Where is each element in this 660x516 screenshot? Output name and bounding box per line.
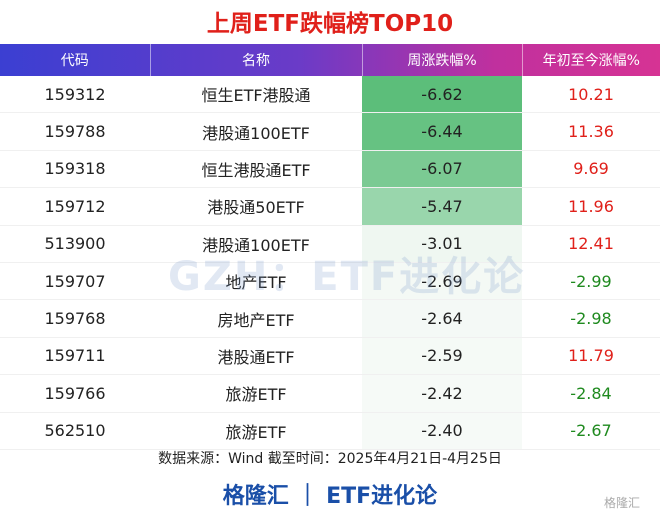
name-cell: 房地产ETF (150, 299, 362, 338)
code-cell: 159712 (0, 187, 150, 226)
ytd-cell: 11.96 (522, 187, 660, 226)
code-cell: 159788 (0, 112, 150, 151)
row: 159318 恒生港股通ETF -6.07 9.69 (0, 150, 660, 189)
ytd-cell: 10.21 (522, 76, 660, 114)
row: 562510 旅游ETF -2.40 -2.67 (0, 412, 660, 450)
header-cell: 代码 (60, 53, 89, 69)
row: 159312 恒生ETF港股通 -6.62 10.21 (0, 76, 660, 114)
row: 159788 港股通100ETF -6.44 11.36 (0, 112, 660, 151)
code-cell: 159766 (0, 374, 150, 413)
code-cell: 159768 (0, 299, 150, 338)
weekly-cell: -6.44 (362, 112, 522, 151)
weekly-cell: -2.69 (362, 262, 522, 301)
row: 159712 港股通50ETF -5.47 11.96 (0, 187, 660, 226)
name-cell: 恒生港股通ETF (150, 150, 362, 189)
name-cell: 旅游ETF (150, 412, 362, 450)
weekly-cell: -6.62 (362, 76, 522, 114)
header-cell: 周涨跌幅% (361, 44, 522, 76)
header-row: 代码 名称 周涨跌幅% 年初至今涨幅% (0, 44, 660, 76)
name-cell: 港股通100ETF (150, 112, 362, 151)
table: 代码 名称 周涨跌幅% 年初至今涨幅% 159312 恒生ETF港股通 -6.62 10.2… (0, 44, 660, 450)
row: 159766 旅游ETF -2.42 -2.84 (0, 374, 660, 413)
code-cell: 562510 (0, 412, 150, 450)
ytd-cell: -2.67 (522, 412, 660, 450)
row: 159707 地产ETF -2.69 -2.99 (0, 262, 660, 301)
weekly-cell: -2.40 (362, 412, 522, 450)
row: 513900 港股通100ETF -3.01 12.41 (0, 225, 660, 263)
code-cell: 159707 (0, 262, 150, 301)
name-cell: 港股通100ETF (150, 225, 362, 263)
header-cell: 名称 (149, 44, 362, 76)
name-cell: 地产ETF (150, 262, 362, 301)
code-cell: 159318 (0, 150, 150, 189)
ytd-cell: -2.99 (522, 262, 660, 301)
weekly-cell: -3.01 (362, 225, 522, 263)
name-cell: 港股通50ETF (150, 187, 362, 226)
footer-brand: 格隆汇 ｜ ETF进化论 (222, 484, 438, 509)
row: 159711 港股通ETF -2.59 11.79 (0, 337, 660, 376)
ytd-cell: -2.84 (522, 374, 660, 413)
weekly-cell: -5.47 (362, 187, 522, 226)
weekly-cell: -2.59 (362, 337, 522, 376)
weekly-cell: -2.64 (362, 299, 522, 338)
ytd-cell: 9.69 (522, 150, 660, 189)
ytd-cell: 11.36 (522, 112, 660, 151)
code-cell: 159312 (0, 76, 150, 114)
title: 上周ETF跌幅榜TOP10 (206, 11, 454, 37)
ytd-cell: 11.79 (522, 337, 660, 376)
header-cell: 年初至今涨幅% (521, 44, 660, 76)
weekly-cell: -6.07 (362, 150, 522, 189)
footnote: 数据来源：Wind 截至时间：2025年4月21日-4月25日 (158, 451, 502, 467)
row: 159768 房地产ETF -2.64 -2.98 (0, 299, 660, 338)
ytd-cell: -2.98 (522, 299, 660, 338)
ytd-cell: 12.41 (522, 225, 660, 263)
code-cell: 513900 (0, 225, 150, 263)
logo: 格隆汇 (604, 496, 641, 510)
code-cell: 159711 (0, 337, 150, 376)
name-cell: 恒生ETF港股通 (150, 76, 362, 114)
name-cell: 港股通ETF (150, 337, 362, 376)
weekly-cell: -2.42 (362, 374, 522, 413)
name-cell: 旅游ETF (150, 374, 362, 413)
